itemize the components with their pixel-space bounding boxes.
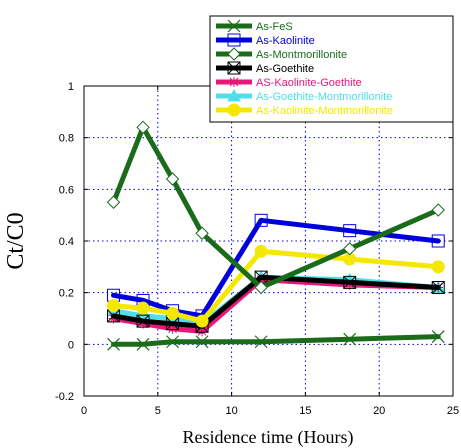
data-point-as-montmorillonite <box>195 226 209 240</box>
legend-label-as-goethite-montmorillonite: As-Goethite-Montmorillonite <box>256 91 392 103</box>
x-tick-label: 25 <box>447 405 459 417</box>
legend-label-as-kaolinite: As-Kaolinite <box>256 35 315 47</box>
data-point-as-fes <box>166 335 179 349</box>
data-point-as-fes <box>195 335 209 349</box>
series-as-kaolinite-montmorillonite <box>107 244 445 328</box>
data-point-as-montmorillonite <box>165 172 180 186</box>
data-point-as-kaolinite <box>343 224 357 238</box>
x-tick-label: 15 <box>299 405 311 417</box>
data-point-as-montmorillonite <box>431 203 445 217</box>
legend-label-as-kaolinite-montmorillonite: As-Kaolinite-Montmorillonite <box>256 105 393 117</box>
data-point-as-montmorillonite <box>342 242 357 256</box>
series-as-fes <box>107 330 445 351</box>
legend-marker-as-fes <box>227 19 241 33</box>
data-point-as-kaolinite-goethite <box>108 313 119 324</box>
x-tick-label: 5 <box>155 405 161 417</box>
data-point-as-fes <box>431 330 445 344</box>
data-point-as-goethite <box>136 314 150 328</box>
data-point-as-kaolinite-montmorillonite <box>166 306 180 320</box>
series-as-montmorillonite <box>106 120 445 295</box>
legend-marker-as-kaolinite <box>227 33 241 47</box>
legend-label-as-goethite: As-Goethite <box>256 63 314 75</box>
data-point-as-kaolinite-montmorillonite <box>431 260 445 274</box>
x-axis-title: Residence time (Hours) <box>183 427 354 448</box>
data-point-as-kaolinite-goethite <box>138 318 149 329</box>
legend-label-as-fes: As-FeS <box>256 21 293 33</box>
series-group <box>106 120 446 351</box>
x-tick-label: 0 <box>81 405 87 417</box>
legend-label-as-montmorillonite: As-Montmorillonite <box>256 49 347 61</box>
legend-marker-as-goethite-montmorillonite <box>227 88 241 102</box>
data-point-as-montmorillonite <box>254 280 268 295</box>
data-point-as-kaolinite-goethite <box>197 326 208 337</box>
data-point-as-kaolinite-goethite <box>167 323 178 334</box>
data-point-as-kaolinite-montmorillonite <box>136 301 150 315</box>
data-point-as-goethite <box>343 275 357 289</box>
data-point-as-fes <box>254 335 268 349</box>
data-point-as-kaolinite-montmorillonite <box>107 299 121 313</box>
legend-marker-as-kaolinite-montmorillonite <box>227 103 241 117</box>
x-tick-label: 10 <box>225 405 237 417</box>
data-point-as-kaolinite-montmorillonite <box>254 244 268 258</box>
legend-label-as-kaolinite-goethite: AS-Kaolinite-Goethite <box>256 77 362 89</box>
data-point-as-fes <box>343 332 357 346</box>
y-tick-label: 0.6 <box>59 184 74 196</box>
data-point-as-kaolinite <box>254 213 268 227</box>
data-point-as-kaolinite <box>431 234 445 248</box>
data-point-as-fes <box>107 337 120 351</box>
data-point-as-kaolinite-montmorillonite <box>195 314 209 328</box>
data-point-as-fes <box>136 337 150 351</box>
y-tick-label: 0.4 <box>59 236 74 248</box>
legend-marker-as-kaolinite-goethite <box>229 77 239 87</box>
y-tick-label: 1 <box>68 81 74 93</box>
legend-marker-as-montmorillonite <box>227 47 241 61</box>
data-point-as-kaolinite-goethite <box>344 279 355 290</box>
y-tick-label: 0.8 <box>59 133 74 145</box>
data-point-as-montmorillonite <box>136 120 150 135</box>
data-point-as-montmorillonite <box>106 195 121 209</box>
y-tick-label: 0.2 <box>59 288 74 300</box>
x-tick-label: 20 <box>373 405 385 417</box>
legend: As-FeS As-Kaolinite As-Montmorillonite As-G… <box>209 15 454 123</box>
legend-marker-as-goethite <box>227 61 241 75</box>
y-tick-label: -0.2 <box>55 391 74 403</box>
y-axis-title: Ct/C0 <box>3 212 29 269</box>
data-point-as-goethite <box>431 281 445 294</box>
axis-ticks: 0 5 10 15 20 25 -0.2 0 0.2 0.4 0.6 0.8 1 <box>55 81 459 417</box>
grid <box>84 86 453 396</box>
y-tick-label: 0 <box>68 339 74 351</box>
